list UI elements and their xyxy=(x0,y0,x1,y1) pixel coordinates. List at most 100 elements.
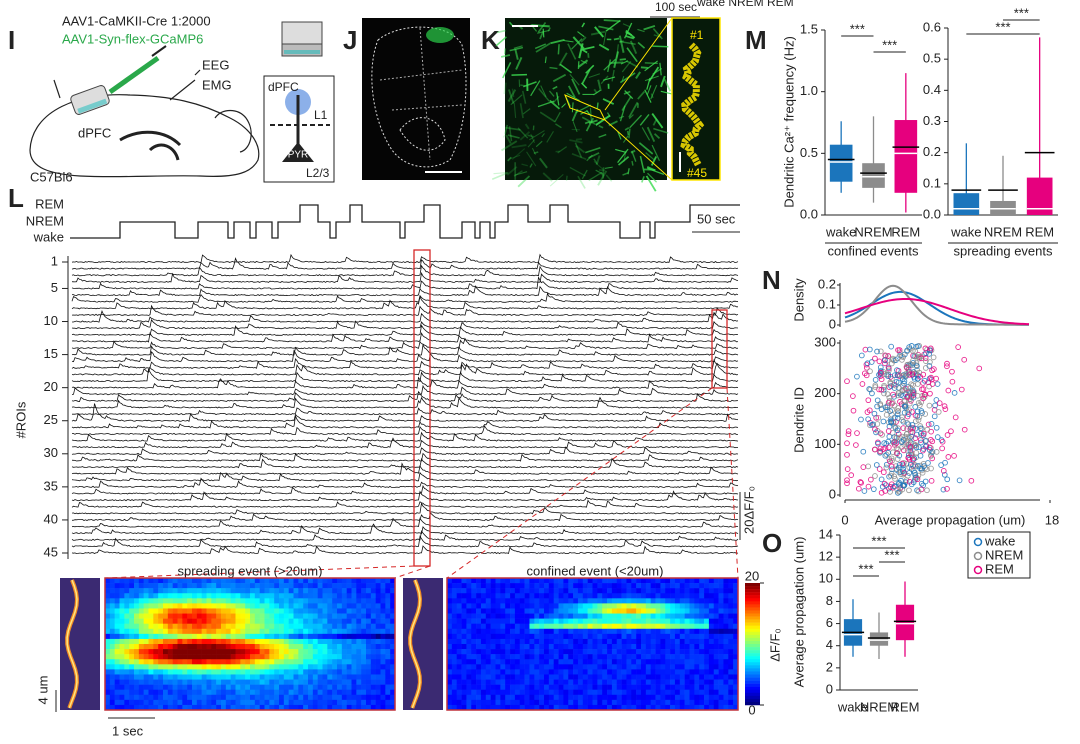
heat-cell xyxy=(250,598,256,604)
heat-cell xyxy=(279,588,285,594)
panel-label: K xyxy=(481,25,500,55)
heat-cell xyxy=(655,664,661,670)
heat-cell xyxy=(568,623,574,630)
heat-cell xyxy=(105,603,111,609)
heat-cell xyxy=(163,659,169,665)
heat-cell xyxy=(466,583,472,589)
heat-cell xyxy=(621,689,627,696)
texture xyxy=(600,173,605,177)
heat-cell xyxy=(109,704,115,711)
heat-cell xyxy=(356,704,362,711)
heat-cell xyxy=(611,613,618,619)
heat-cell xyxy=(607,603,613,609)
scatter-point xyxy=(887,379,894,386)
heat-cell xyxy=(510,578,516,584)
colorbar-cell xyxy=(745,625,760,629)
heat-cell xyxy=(636,613,642,619)
texture xyxy=(580,36,587,43)
scatter-point xyxy=(905,434,912,440)
heat-cell xyxy=(447,644,453,650)
heat-cell xyxy=(385,598,391,604)
scatter-point xyxy=(911,470,918,476)
heat-cell xyxy=(728,699,734,706)
heat-cell xyxy=(636,644,642,650)
scatter-point xyxy=(844,378,850,385)
heat-cell xyxy=(699,578,705,584)
heat-cell xyxy=(616,598,622,604)
heat-cell xyxy=(337,593,343,599)
heat-cell xyxy=(370,603,376,609)
heat-cell xyxy=(699,689,705,696)
y-tick-label: 2 xyxy=(826,659,833,674)
heat-cell xyxy=(582,689,588,696)
heat-cell xyxy=(264,659,270,665)
heat-cell xyxy=(308,644,314,650)
scatter-point xyxy=(892,475,898,482)
texture xyxy=(645,175,657,192)
panel-label: M xyxy=(745,25,767,55)
heat-cell xyxy=(597,649,603,655)
y-tick-label: 1.5 xyxy=(800,21,818,36)
heat-cell xyxy=(216,674,222,680)
heat-cell xyxy=(351,613,357,619)
heat-cell xyxy=(138,684,144,690)
texture xyxy=(603,19,621,23)
heat-cell xyxy=(723,603,729,609)
heat-cell xyxy=(148,679,154,685)
highlight-box xyxy=(413,249,431,567)
heat-cell xyxy=(694,694,700,701)
heat-cell xyxy=(708,694,715,701)
heat-cell xyxy=(645,654,651,660)
heat-cell xyxy=(172,593,178,599)
heat-cell xyxy=(665,704,671,711)
heat-cell xyxy=(163,638,169,645)
heat-cell xyxy=(269,694,275,701)
heat-cell xyxy=(573,633,579,640)
heat-cell xyxy=(529,649,535,655)
heat-cell xyxy=(259,608,265,614)
heat-cell xyxy=(337,633,343,640)
heat-cell xyxy=(534,699,540,706)
heat-cell xyxy=(211,684,217,690)
heat-cell xyxy=(670,588,676,594)
heat-cell xyxy=(153,689,159,696)
heat-cell xyxy=(577,633,584,640)
heat-cell xyxy=(216,689,222,696)
heat-cell xyxy=(582,659,588,665)
y-tick-label: 0.6 xyxy=(923,19,941,34)
heat-cell xyxy=(718,669,724,675)
scatter-point xyxy=(906,487,912,494)
heat-cell xyxy=(240,689,246,696)
texture xyxy=(630,149,636,154)
heat-cell xyxy=(206,704,212,711)
heat-cell xyxy=(279,583,285,589)
scatter-point xyxy=(856,485,862,492)
heat-cell xyxy=(283,674,289,680)
heat-cell xyxy=(341,669,347,675)
heat-cell xyxy=(182,659,188,665)
scatter-point xyxy=(894,367,900,373)
heat-cell xyxy=(288,623,294,630)
heat-cell xyxy=(288,649,294,655)
heat-cell xyxy=(480,618,487,624)
heat-cell xyxy=(519,623,525,630)
colorbar-cell xyxy=(745,592,760,596)
colorbar-cell xyxy=(745,598,760,602)
heat-cell xyxy=(187,664,193,670)
texture xyxy=(558,52,568,67)
heat-cell xyxy=(694,593,700,599)
heat-cell xyxy=(539,638,545,645)
heat-cell xyxy=(230,644,236,650)
heat-cell xyxy=(182,684,188,690)
heat-cell xyxy=(602,583,608,589)
scatter-point xyxy=(866,346,873,353)
heat-cell xyxy=(568,644,574,650)
heat-cell xyxy=(500,654,506,660)
heat-cell xyxy=(109,654,115,660)
heat-cell xyxy=(592,664,598,670)
texture xyxy=(513,170,523,177)
heat-cell xyxy=(587,583,593,589)
heat-cell xyxy=(138,649,144,655)
texture xyxy=(643,24,656,31)
heat-cell xyxy=(456,704,462,711)
